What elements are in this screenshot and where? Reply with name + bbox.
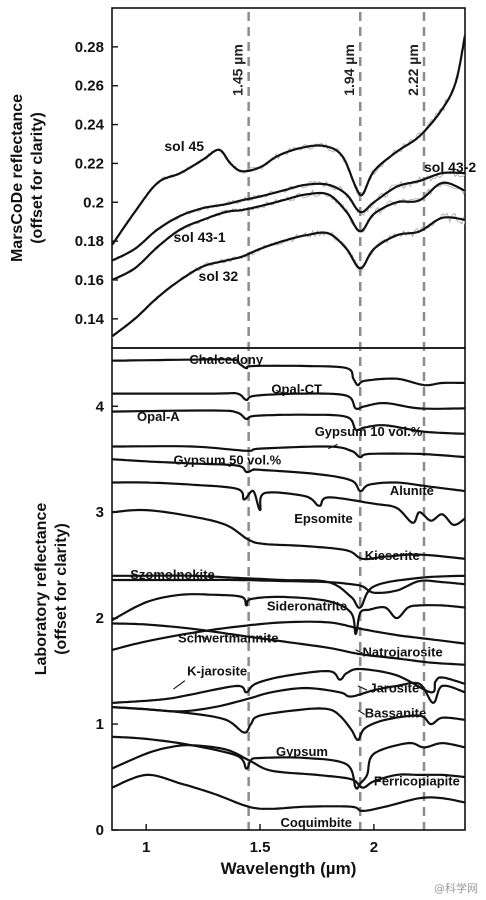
- y-tick-label: 0.14: [75, 311, 105, 328]
- y-tick-label: 0.28: [75, 39, 104, 56]
- series-label-sol-32: sol 32: [199, 268, 239, 284]
- marscode-panel: 0.28 0.26 0.24 0.22 0.2 0.18 0.16 0.14 MarsCoDe …: [9, 7, 476, 830]
- wavelength-marker-label: 2.22 µm: [405, 44, 421, 96]
- label-leader-line: [355, 649, 363, 654]
- series-label-sol-45: sol 45: [164, 138, 204, 154]
- label-leader-line: [173, 680, 186, 690]
- x-tick-label: 2: [370, 839, 378, 856]
- series-label-bassanite: Bassanite: [365, 706, 426, 721]
- series-label-opal-a: Opal-A: [137, 409, 180, 424]
- series-label-schwertmannite: Schwertmannite: [178, 630, 278, 645]
- series-label-epsomite: Epsomite: [294, 511, 353, 526]
- y-tick-label: 0.26: [75, 78, 104, 95]
- series-line-chalcedony: [112, 358, 465, 387]
- series-group: [112, 358, 465, 812]
- series-label-sol-43-1: sol 43-1: [173, 229, 225, 245]
- series-label-alunite: Alunite: [390, 483, 434, 498]
- label-leader-line: [198, 634, 208, 640]
- series-line-jarosite: [112, 681, 465, 713]
- label-leader-line: [328, 443, 338, 450]
- series-label-gypsum: Gypsum: [276, 744, 328, 759]
- y-tick-label: 1: [96, 716, 104, 733]
- series-label-ferricopiapite: Ferricopiapite: [374, 774, 460, 789]
- series-line-schwertmannite: [112, 620, 465, 651]
- series-line-alunite: [112, 481, 465, 526]
- laboratory-panel: 4 3 2 1 0 1 1.5 2 Wavelength (µm) Laboratory refl…: [33, 347, 466, 878]
- series-line-sol-43-1: [112, 181, 465, 282]
- x-tick-label: 1: [142, 839, 150, 856]
- x-tick-label: 1.5: [250, 839, 271, 856]
- y-axis-label: Laboratory reflectance: [33, 503, 50, 676]
- y-tick-label: 0.22: [75, 155, 104, 172]
- y-tick-label: 0: [96, 822, 104, 839]
- plot-frame: [111, 347, 466, 831]
- series-line-szomolnokite: [112, 574, 465, 609]
- y-axis-label: (offset for clarity): [53, 523, 70, 655]
- series-noise-sol-32: [112, 212, 465, 338]
- series-line-sideronatrite: [112, 593, 465, 636]
- watermark: @科学网: [434, 882, 478, 895]
- label-leader-line: [364, 781, 372, 788]
- y-tick-label: 3: [96, 504, 104, 521]
- series-line-epsomite: [112, 508, 465, 561]
- series-line-sol-43-2: [112, 171, 465, 262]
- series-line-gypsum-10-vol: [112, 445, 465, 459]
- series-label-szomolnokite: Szomolnokite: [130, 567, 215, 582]
- series-line-opal-a: [112, 409, 465, 435]
- series-line-gypsum-50-vol: [112, 458, 465, 493]
- y-axis-label: (offset for clarity): [29, 112, 46, 244]
- label-leader-line: [357, 709, 366, 715]
- series-line-bassanite: [112, 706, 465, 742]
- y-tick-label: 0.2: [83, 194, 104, 211]
- series-label-opal-ct: Opal-CT: [271, 382, 322, 397]
- series-label-natrojarosite: Natrojarosite: [363, 644, 443, 659]
- y-tick-label: 2: [96, 610, 104, 627]
- series-line-ferricopiapite: [112, 744, 465, 789]
- series-label-coquimbite: Coquimbite: [281, 815, 353, 830]
- series-label-gypsum-10-vol: Gypsum 10 vol.%: [315, 424, 423, 439]
- wavelength-marker-label: 1.45 µm: [230, 44, 246, 96]
- y-tick-label: 0.18: [75, 233, 104, 250]
- series-label-chalcedony: Chalcedony: [189, 352, 263, 367]
- series-line-coquimbite: [112, 773, 465, 812]
- y-tick-label: 0.16: [75, 272, 104, 289]
- y-axis-label: MarsCoDe reflectance: [9, 94, 26, 262]
- series-line-sol-45: [112, 35, 465, 246]
- series-label-k-jarosite: K-jarosite: [187, 663, 247, 678]
- series-label-kieserite: Kieserite: [365, 548, 420, 563]
- label-leader-line: [221, 461, 231, 468]
- series-line-k-jarosite: [112, 667, 465, 704]
- x-axis-label: Wavelength (µm): [221, 859, 357, 878]
- series-line-sol-32: [112, 216, 465, 338]
- y-tick-label: 0.24: [75, 117, 105, 134]
- series-line-gypsum: [112, 735, 465, 790]
- label-leader-line: [357, 685, 368, 691]
- series-line-opal-ct: [112, 392, 465, 410]
- series-group: [112, 35, 465, 338]
- y-tick-label: 4: [96, 398, 105, 415]
- series-label-jarosite: Jarosite: [369, 680, 419, 695]
- wavelength-marker-label: 1.94 µm: [341, 44, 357, 96]
- series-line-kieserite: [112, 578, 465, 594]
- label-leader-line: [275, 389, 288, 396]
- series-label-gypsum-50-vol: Gypsum 50 vol.%: [173, 453, 281, 468]
- series-line-natrojarosite: [112, 622, 465, 666]
- series-label-sideronatrite: Sideronatrite: [267, 599, 347, 614]
- series-label-sol-43-2: sol 43-2: [424, 159, 476, 175]
